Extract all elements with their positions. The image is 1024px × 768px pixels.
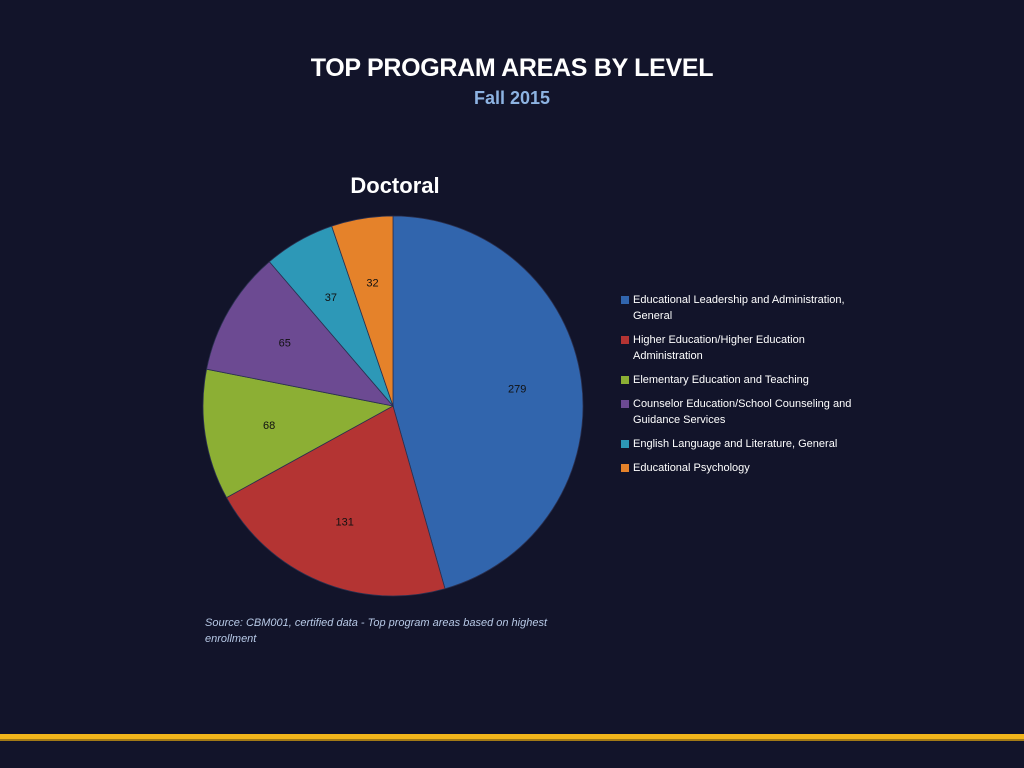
data-label-higher-education: 131 [336,517,354,529]
pie-slice-counselor-education [206,261,395,407]
data-label-educational-psychology: 32 [366,277,378,289]
legend-swatch [621,376,629,384]
page-title: TOP PROGRAM AREAS BY LEVEL [310,54,714,82]
legend-item-higher-education: Higher Education/Higher Education Admini… [621,332,861,364]
pie-slice-higher-education [225,405,446,597]
legend-label: Elementary Education and Teaching [633,374,809,386]
pie-slice-educational-psychology [331,215,394,407]
legend-swatch [621,400,629,408]
legend-swatch [621,464,629,472]
pie-slice-elementary-education [202,368,395,499]
source-note: Source: CBM001, certified data - Top pro… [205,617,548,645]
chart-legend: Educational Leadership and Administratio… [621,292,861,484]
legend-item-ed-leadership: Educational Leadership and Administratio… [621,292,861,324]
legend-label: Counselor Education/School Counseling an… [633,398,852,426]
chart-title: Doctoral [350,173,440,198]
legend-swatch [621,440,629,448]
accent-bar [0,734,1024,739]
pie-slice-ed-leadership [392,215,584,590]
legend-swatch [621,336,629,344]
data-label-elementary-education: 68 [263,420,275,432]
legend-item-educational-psychology: Educational Psychology [621,460,861,476]
legend-item-elementary-education: Elementary Education and Teaching [621,372,861,388]
legend-label: English Language and Literature, General [633,438,838,450]
data-label-english-language: 37 [325,292,337,304]
page-subtitle: Fall 2015 [473,88,551,108]
legend-item-counselor-education: Counselor Education/School Counseling an… [621,396,861,428]
legend-item-english-language: English Language and Literature, General [621,436,861,452]
accent-bar-shadow [0,739,1024,741]
data-label-ed-leadership: 279 [508,384,526,396]
legend-label: Higher Education/Higher Education Admini… [633,334,805,362]
legend-swatch [621,296,629,304]
data-label-counselor-education: 65 [279,338,291,350]
legend-label: Educational Psychology [633,462,750,474]
legend-label: Educational Leadership and Administratio… [633,294,845,322]
